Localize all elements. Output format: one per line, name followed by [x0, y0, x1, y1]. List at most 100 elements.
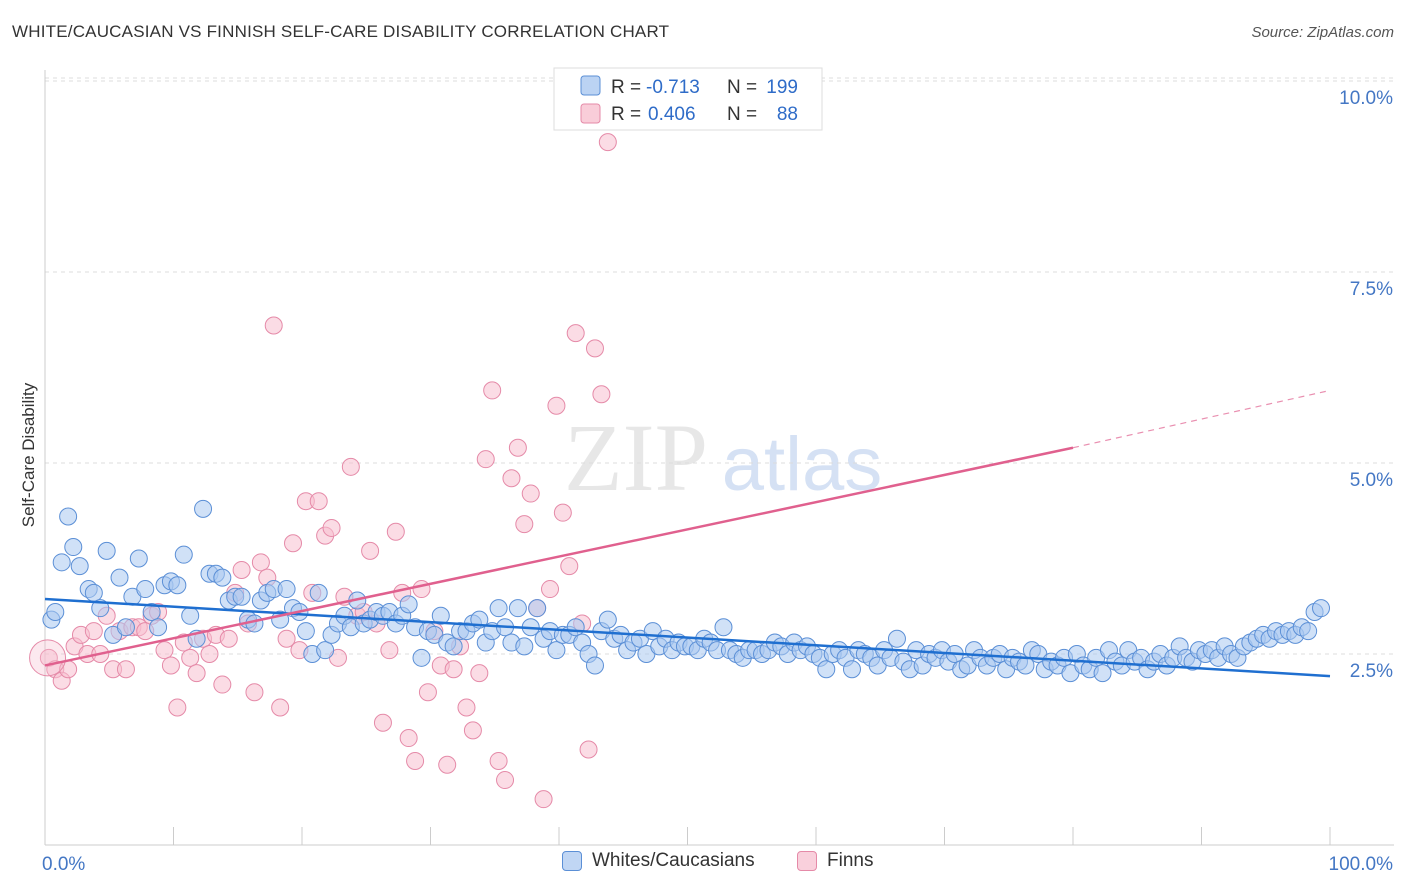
x-tick-label: 100.0%	[1329, 854, 1394, 875]
legend-item-whites: Whites/Caucasians	[562, 850, 755, 872]
finns-point	[438, 755, 457, 774]
finns-points	[29, 133, 617, 809]
axes	[44, 70, 1394, 846]
whites-trend-line	[44, 597, 1331, 678]
finns-point	[560, 557, 579, 576]
finns-point	[534, 790, 553, 809]
finns-point	[29, 639, 67, 677]
whites-point	[52, 553, 71, 572]
finns-point	[380, 641, 399, 660]
finns-point	[271, 698, 290, 717]
whites-point	[84, 583, 103, 602]
legend-top-r-value-finns: 0.406	[648, 104, 696, 125]
whites-point	[817, 660, 836, 679]
whites-point	[431, 606, 450, 625]
whites-point	[70, 557, 89, 576]
finns-point	[284, 534, 303, 553]
legend-top-r-value-whites: -0.713	[646, 77, 700, 98]
legend-label-finns: Finns	[827, 850, 874, 871]
whites-point	[309, 583, 328, 602]
legend-bottom: Whites/Caucasians Finns	[0, 850, 1406, 880]
finns-point	[309, 492, 328, 511]
finns-point	[213, 675, 232, 694]
watermark-zip: ZIP	[564, 404, 708, 511]
finns-point	[457, 698, 476, 717]
whites-point	[136, 580, 155, 599]
whites-point	[1312, 599, 1331, 618]
whites-point	[842, 660, 861, 679]
finns-point	[245, 683, 264, 702]
finns-point	[585, 339, 604, 358]
finns-point	[406, 751, 425, 770]
finns-point	[155, 641, 174, 660]
y-tick-label: 7.5%	[1350, 279, 1393, 300]
whites-point	[316, 641, 335, 660]
finns-point	[168, 698, 187, 717]
finns-trend-extension	[1072, 389, 1331, 449]
legend-swatch-whites	[562, 851, 582, 871]
legend-item-finns: Finns	[797, 850, 873, 872]
finns-point	[187, 664, 206, 683]
whites-point	[566, 618, 585, 637]
finns-point	[515, 515, 534, 534]
whites-point	[232, 587, 251, 606]
finns-trend-line	[44, 446, 1074, 667]
whites-point	[59, 507, 78, 526]
whites-point	[116, 618, 135, 637]
finns-point	[181, 648, 200, 667]
whites-point	[64, 538, 83, 557]
whites-point	[142, 602, 161, 621]
chart-source: Source: ZipAtlas.com	[1251, 24, 1394, 41]
tick-labels: 2.5% 5.0% 7.5% 10.0% 0.0% 100.0%	[42, 88, 1393, 875]
finns-point	[322, 518, 341, 537]
finns-point	[116, 660, 135, 679]
whites-point	[129, 549, 148, 568]
whites-point	[714, 618, 733, 637]
whites-point	[887, 629, 906, 648]
whites-point	[1093, 664, 1112, 683]
whites-points	[42, 499, 1331, 683]
whites-point	[46, 602, 65, 621]
whites-point	[91, 599, 110, 618]
watermark: ZIP atlas	[564, 404, 882, 511]
whites-point	[598, 610, 617, 629]
finns-point	[598, 133, 617, 152]
legend-top-n-value-finns: 88	[777, 104, 798, 125]
finns-point	[219, 629, 238, 648]
legend-top-swatch-whites	[580, 75, 601, 96]
whites-point	[277, 580, 296, 599]
finns-point	[553, 503, 572, 522]
y-axis-label: Self-Care Disability	[19, 382, 38, 527]
whites-point	[181, 606, 200, 625]
legend-top-r-label-finns: R =	[611, 104, 641, 125]
whites-point	[528, 599, 547, 618]
finns-point	[541, 580, 560, 599]
finns-point	[547, 396, 566, 415]
legend-top-swatch-finns	[580, 103, 601, 124]
whites-point	[97, 541, 116, 560]
whites-point	[296, 622, 315, 641]
finns-point	[84, 622, 103, 641]
finns-point	[483, 381, 502, 400]
whites-point	[174, 545, 193, 564]
whites-point	[585, 656, 604, 675]
finns-point	[386, 522, 405, 541]
legend-top-n-label-whites: N =	[727, 77, 757, 98]
whites-point	[1299, 622, 1318, 641]
finns-point	[277, 629, 296, 648]
finns-point	[373, 713, 392, 732]
whites-point	[194, 499, 213, 518]
whites-point	[399, 595, 418, 614]
y-tick-label: 2.5%	[1350, 661, 1393, 682]
y-tick-label: 5.0%	[1350, 470, 1393, 491]
whites-point	[547, 641, 566, 660]
whites-point	[213, 568, 232, 587]
whites-point	[489, 599, 508, 618]
whites-point	[515, 637, 534, 656]
legend-top-r-label-whites: R =	[611, 77, 641, 98]
finns-point	[399, 729, 418, 748]
finns-point	[161, 656, 180, 675]
finns-point	[444, 660, 463, 679]
legend-top: R = -0.713 N = 199 R = 0.406 N = 88	[553, 67, 823, 131]
